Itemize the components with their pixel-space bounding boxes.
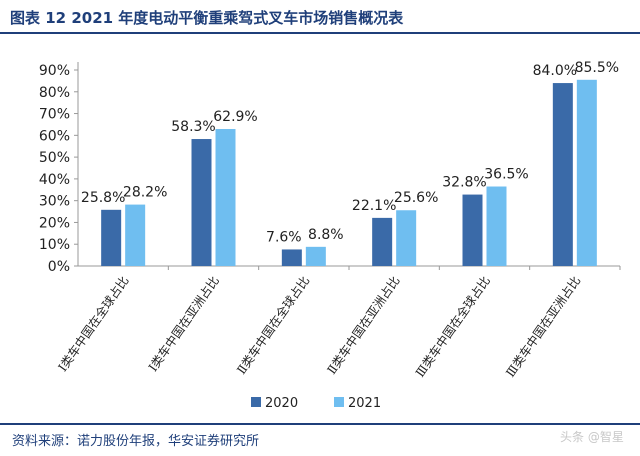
legend-label-2020: 2020 — [265, 396, 298, 411]
bar-2021-4 — [396, 210, 417, 266]
data-label-2020-3: 7.6% — [266, 229, 302, 245]
category-label: Ⅰ类车中国在亚洲占比 — [145, 273, 222, 374]
watermark: 头条 @智星 — [560, 430, 624, 444]
legend-swatch-2021 — [334, 397, 344, 407]
y-tick-label: 0% — [48, 259, 70, 275]
y-tick-label: 70% — [39, 107, 70, 123]
data-label-2021-6: 85.5% — [575, 60, 619, 76]
data-label-2021-4: 25.6% — [394, 190, 438, 206]
category-label: Ⅲ类车中国在全球占比 — [412, 273, 493, 380]
bar-2020-4 — [372, 217, 393, 266]
y-tick-label: 30% — [39, 194, 70, 210]
bar-2021-1 — [125, 204, 146, 266]
category-label: Ⅱ类车中国在全球占比 — [233, 273, 312, 377]
y-tick-label: 60% — [39, 128, 70, 144]
y-tick-label: 80% — [39, 85, 70, 101]
category-label: Ⅱ类车中国在亚洲占比 — [324, 273, 403, 377]
bar-2020-6 — [552, 83, 573, 266]
data-label-2020-6: 84.0% — [533, 63, 577, 79]
y-tick-label: 40% — [39, 172, 70, 188]
category-label: Ⅰ类车中国在全球占比 — [55, 273, 132, 374]
bar-2020-1 — [101, 209, 122, 266]
chart-title: 图表 12 2021 年度电动平衡重乘驾式叉车市场销售概况表 — [10, 9, 404, 27]
y-tick-label: 20% — [39, 215, 70, 231]
data-label-2020-1: 25.8% — [81, 190, 125, 206]
data-label-2021-5: 36.5% — [484, 167, 528, 183]
y-tick-label: 90% — [39, 63, 70, 79]
bar-2021-5 — [486, 186, 507, 266]
data-label-2021-3: 8.8% — [308, 227, 344, 243]
data-label-2020-2: 58.3% — [171, 119, 215, 135]
title-rule — [0, 32, 640, 34]
legend-label-2021: 2021 — [348, 396, 381, 411]
data-label-2021-2: 62.9% — [213, 109, 257, 125]
bar-2020-5 — [462, 194, 483, 266]
bar-2021-2 — [215, 129, 236, 266]
y-tick-label: 10% — [39, 237, 70, 253]
y-tick-label: 50% — [39, 150, 70, 166]
footer-rule — [0, 423, 640, 425]
data-label-2020-4: 22.1% — [352, 198, 396, 214]
data-label-2020-5: 32.8% — [442, 175, 486, 191]
bar-2021-6 — [576, 79, 597, 266]
bar-2020-2 — [191, 139, 212, 266]
category-label: Ⅲ类车中国在亚洲占比 — [502, 273, 583, 380]
title-bar: 图表 12 2021 年度电动平衡重乘驾式叉车市场销售概况表 — [0, 0, 640, 34]
bar-2021-3 — [305, 246, 326, 266]
legend-swatch-2020 — [251, 397, 261, 407]
data-label-2021-1: 28.2% — [123, 185, 167, 201]
source-note: 资料来源：诺力股份年报，华安证券研究所 — [12, 434, 260, 449]
bar-2020-3 — [281, 249, 302, 266]
